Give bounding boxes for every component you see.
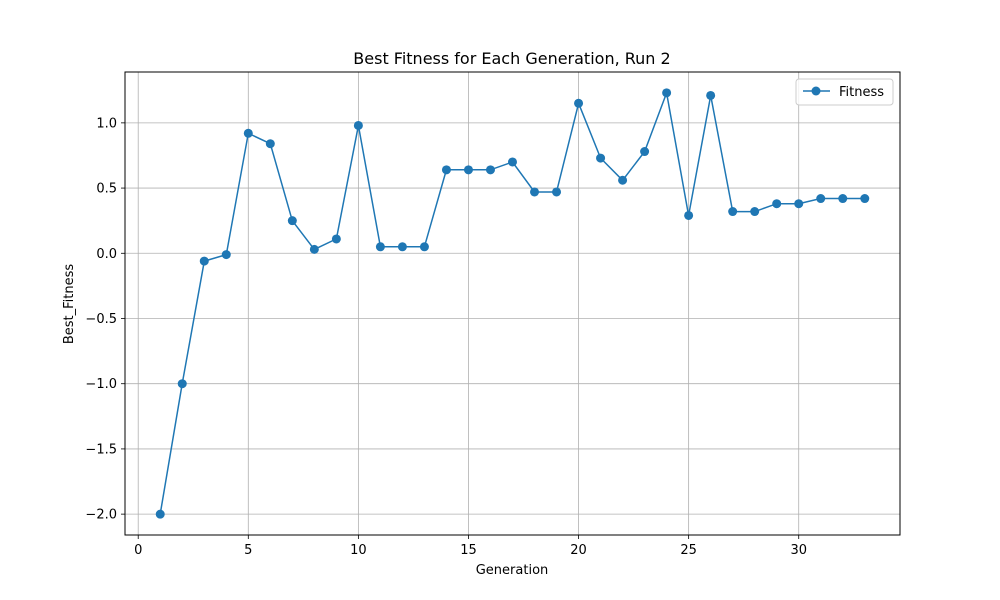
y-tick-label: 1.0 <box>96 116 117 131</box>
data-point <box>309 244 319 254</box>
data-point <box>596 153 606 163</box>
data-point <box>552 187 562 197</box>
legend-box <box>795 78 894 106</box>
data-point <box>221 250 231 260</box>
data-point <box>574 98 584 108</box>
data-point <box>265 139 275 149</box>
x-tick-label: 10 <box>350 543 367 558</box>
data-point <box>199 256 209 266</box>
data-point <box>640 147 650 157</box>
data-point <box>375 242 385 252</box>
legend-marker <box>811 86 821 96</box>
data-point <box>684 210 694 220</box>
data-point <box>485 165 495 175</box>
data-point <box>508 157 517 167</box>
x-tick-label: 20 <box>570 543 587 558</box>
data-point <box>618 175 628 185</box>
data-point <box>706 90 716 100</box>
x-tick-label: 30 <box>790 543 807 558</box>
data-point <box>353 120 363 130</box>
data-point <box>155 509 165 519</box>
chart-title: Best Fitness for Each Generation, Run 2 <box>353 49 670 68</box>
data-point <box>662 88 672 98</box>
data-point <box>794 199 804 209</box>
data-point <box>397 242 407 252</box>
x-tick-label: 0 <box>134 543 142 558</box>
x-axis-label: Generation <box>476 563 549 578</box>
y-tick-label: −2.0 <box>85 508 117 523</box>
data-point <box>177 379 187 389</box>
data-point <box>287 216 297 226</box>
axis-ticks: 0 5 10 15 20 25 30 −2.0 −1.5 −1.0 −0.5 0.0 0.5 1.0 <box>85 116 807 558</box>
series-line-fitness <box>159 90 865 515</box>
series-group <box>155 88 870 519</box>
x-tick-label: 15 <box>460 543 477 558</box>
data-point <box>838 194 848 204</box>
data-point <box>750 207 760 217</box>
data-point <box>816 194 826 204</box>
legend: Fitness <box>795 78 894 106</box>
y-tick-label: −0.5 <box>85 312 117 327</box>
y-tick-label: 0.5 <box>96 182 117 197</box>
y-tick-label: −1.0 <box>85 377 117 392</box>
plot-frame <box>124 71 901 536</box>
data-point <box>419 242 429 252</box>
x-tick-label: 25 <box>680 543 697 558</box>
data-point <box>331 234 341 244</box>
grid <box>125 72 900 535</box>
data-point <box>728 207 738 217</box>
data-point <box>530 187 540 197</box>
data-point <box>860 194 870 204</box>
y-tick-label: −1.5 <box>85 442 117 457</box>
y-axis-label: Best_Fitness <box>62 264 77 345</box>
y-tick-label: 0.0 <box>96 247 117 262</box>
data-point <box>441 165 451 175</box>
data-point <box>243 128 253 138</box>
data-point <box>463 165 473 175</box>
data-point <box>772 199 782 209</box>
x-tick-label: 5 <box>244 543 252 558</box>
legend-label-fitness: Fitness <box>839 85 884 100</box>
